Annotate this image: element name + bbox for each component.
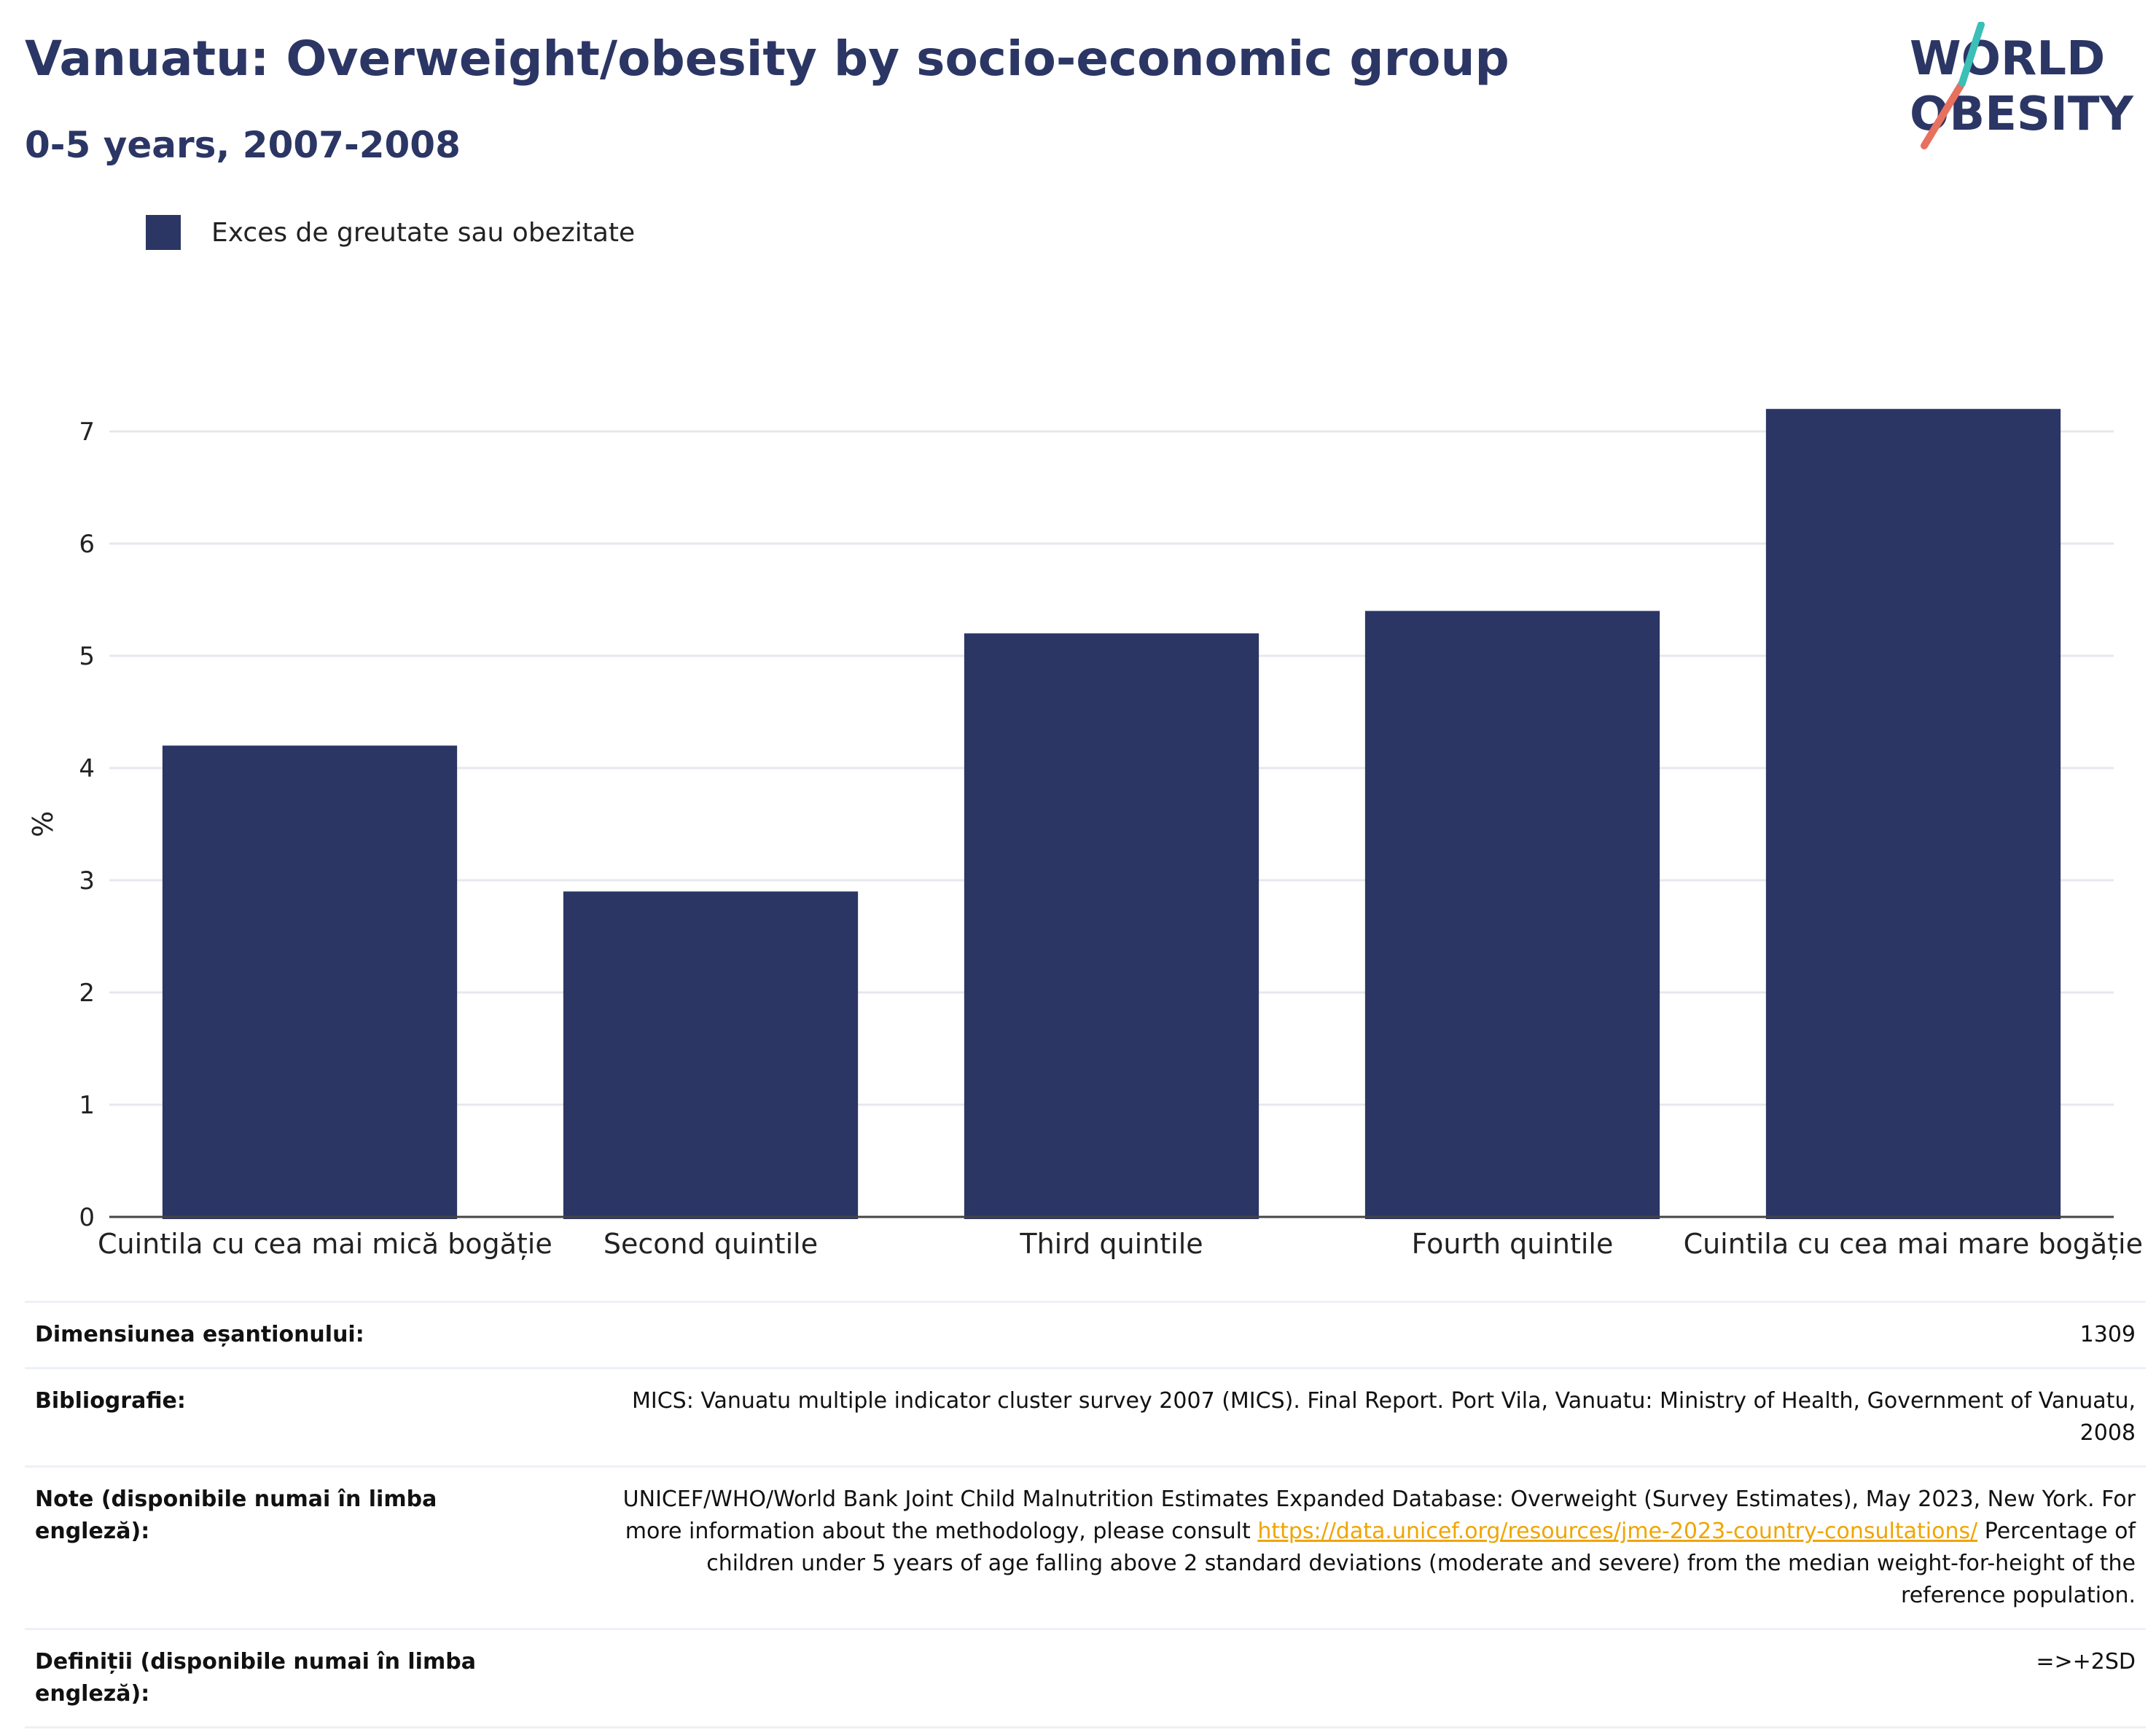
sample-size-value: 1309 [2079,1322,2136,1347]
notes-link[interactable]: https://data.unicef.org/resources/jme-20… [1257,1519,1978,1544]
y-tick-label: 7 [79,418,95,447]
bar [563,891,859,1219]
sample-size-label: Dimensiunea eșantionului: [35,1322,364,1347]
x-tick-label: Third quintile [1019,1228,1203,1260]
y-tick-label: 0 [79,1203,95,1232]
x-tick-label: Cuintila cu cea mai mare bogăție [1684,1228,2143,1260]
bibliography-value: MICS: Vanuatu multiple indicator cluster… [631,1388,2136,1446]
info-row-notes: Note (disponibile numai în limba engleză… [25,1465,2146,1628]
svg-text:WORLD: WORLD [1910,32,2105,86]
bar [162,745,458,1219]
bar [1364,611,1660,1219]
chart-subtitle: 0-5 years, 2007-2008 [25,124,461,166]
bar [1765,409,2061,1220]
y-tick-label: 3 [79,866,95,896]
info-row-sample-size: Dimensiunea eșantionului: 1309 [25,1301,2146,1367]
notes-label: Note (disponibile numai în limba engleză… [35,1487,437,1544]
info-row-definitions: Definiții (disponibile numai în limba en… [25,1628,2146,1728]
notes-text-post: Percentage of children under 5 years of … [706,1519,2136,1608]
definitions-label: Definiții (disponibile numai în limba en… [35,1649,476,1707]
y-tick-label: 5 [79,642,95,671]
legend-label: Exces de greutate sau obezitate [211,217,636,248]
y-tick-label: 2 [79,979,95,1008]
legend-swatch [146,215,181,250]
y-tick-label: 4 [79,754,95,783]
legend: Exces de greutate sau obezitate [146,215,635,250]
x-tick-label: Second quintile [604,1228,818,1260]
notes-value: UNICEF/WHO/World Bank Joint Child Malnut… [605,1484,2136,1612]
world-obesity-logo: WORLD OBESITY [1895,21,2143,153]
definitions-value: =>+2SD [2036,1649,2136,1675]
x-tick-label: Cuintila cu cea mai mică bogăție [98,1228,552,1260]
info-row-bibliography: Bibliografie: MICS: Vanuatu multiple ind… [25,1367,2146,1465]
y-tick-label: 6 [79,530,95,559]
info-table: Dimensiunea eșantionului: 1309 Bibliogra… [25,1301,2146,1728]
bar [964,633,1259,1219]
notes-text-pre: UNICEF/WHO/World Bank Joint Child Malnut… [622,1487,2136,1544]
x-tick-label: Fourth quintile [1412,1228,1614,1260]
bar-chart: 0 1 2 3 4 5 6 7% Cuintila cu cea mai mică bogăți… [27,409,2143,1260]
y-tick-label: 1 [79,1091,95,1120]
bibliography-label: Bibliografie: [35,1388,186,1414]
y-axis-title: % [27,811,59,837]
chart-title: Vanuatu: Overweight/obesity by socio-eco… [25,31,1509,87]
